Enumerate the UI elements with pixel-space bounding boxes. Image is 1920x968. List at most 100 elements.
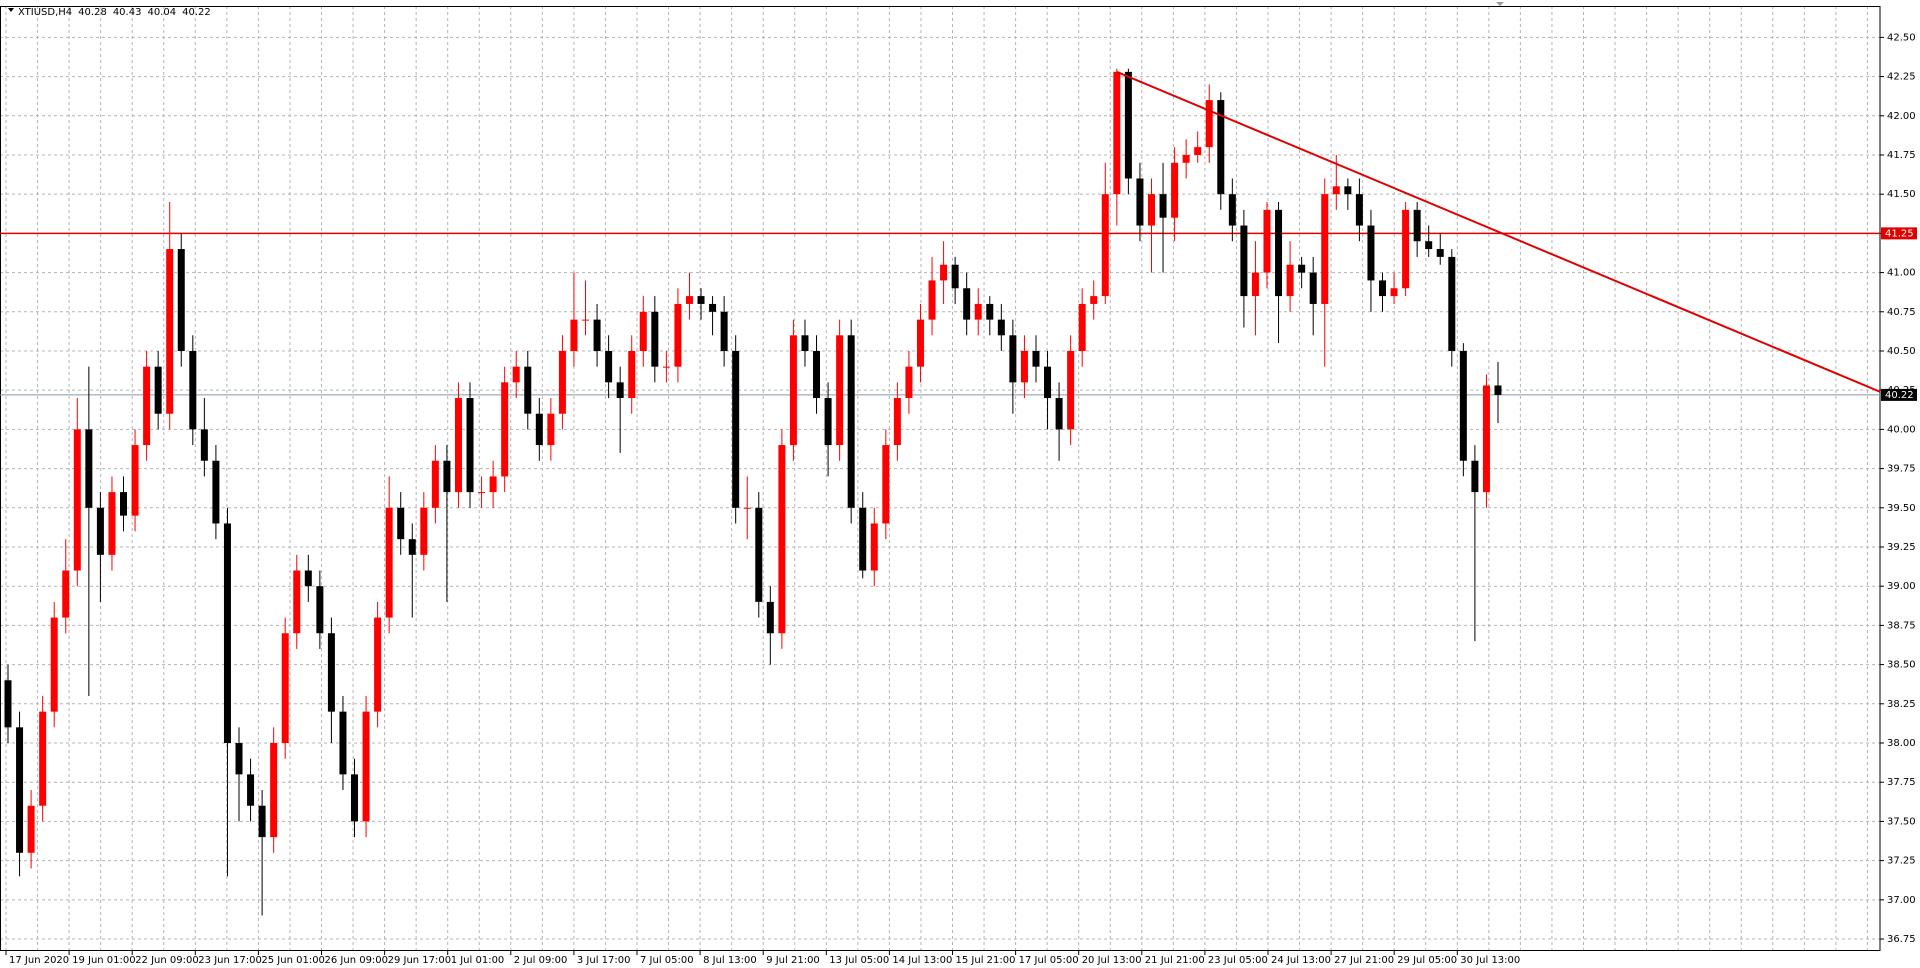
candle-body <box>605 350 613 383</box>
candle-body <box>200 429 208 461</box>
candle-body <box>293 570 301 634</box>
y-tick-label: 42.25 <box>1887 72 1916 83</box>
plot-frame <box>0 6 1881 951</box>
candle-body <box>420 507 428 555</box>
candle-body <box>189 350 197 430</box>
candle-body <box>928 280 936 320</box>
candle-body <box>524 366 532 414</box>
candle-body <box>1136 178 1144 226</box>
candle-body <box>1217 100 1225 195</box>
candle-body <box>1205 100 1213 148</box>
candle-body <box>720 311 728 351</box>
y-tick-label: 39.25 <box>1887 542 1916 553</box>
candle-body <box>143 366 151 446</box>
candle-body <box>1182 154 1190 163</box>
candle-body <box>1309 272 1317 304</box>
candle-body <box>1171 162 1179 218</box>
candle-body <box>1471 460 1479 493</box>
candle-body <box>709 303 717 312</box>
x-tick-label: 3 Jul 17:00 <box>577 955 631 966</box>
y-tick-label: 41.50 <box>1887 189 1916 200</box>
candle-body <box>1286 264 1294 297</box>
candle-body <box>327 633 335 712</box>
candle-body <box>73 429 81 571</box>
candle-body <box>351 774 359 822</box>
candle-body <box>847 335 855 508</box>
candle-body <box>1436 249 1444 257</box>
candle-body <box>166 249 174 414</box>
x-tick-label: 26 Jun 09:00 <box>325 955 389 966</box>
y-tick-label: 39.75 <box>1887 464 1916 475</box>
candle-body <box>1078 303 1086 351</box>
candle-body <box>1032 350 1040 367</box>
x-tick-label: 23 Jul 05:00 <box>1208 955 1268 966</box>
y-tick-label: 37.00 <box>1887 895 1916 906</box>
candle-body <box>1459 350 1467 461</box>
candle-body <box>1124 71 1132 179</box>
candle-body <box>801 335 809 351</box>
candle-body <box>870 523 878 571</box>
candle-body <box>1044 366 1052 399</box>
candle-body <box>1240 225 1248 297</box>
candle-body <box>974 303 982 320</box>
candle-body <box>905 366 913 399</box>
candle-body <box>685 296 693 304</box>
y-tick-label: 40.00 <box>1887 424 1916 435</box>
y-tick-label: 37.50 <box>1887 816 1916 827</box>
candle-body <box>339 711 347 775</box>
trendline <box>1116 70 1881 393</box>
header-arrow <box>8 8 14 12</box>
candle-body <box>1298 264 1306 273</box>
y-tick-label: 41.75 <box>1887 150 1916 161</box>
candle-body <box>813 350 821 399</box>
candle-body <box>120 492 128 516</box>
candle-body <box>1020 350 1028 383</box>
candle-body <box>1113 71 1121 195</box>
candle-body <box>489 476 497 493</box>
candle-body <box>997 319 1005 336</box>
candle-body <box>963 288 971 320</box>
x-tick-label: 25 Jun 01:00 <box>261 955 325 966</box>
candle-body <box>789 335 797 446</box>
candle-body <box>16 727 24 853</box>
candle-body <box>651 311 659 367</box>
candle-body <box>755 507 763 602</box>
candle-body <box>50 617 58 712</box>
candle-body <box>1067 350 1075 430</box>
candle-body <box>1390 288 1398 297</box>
y-tick-label: 37.75 <box>1887 777 1916 788</box>
current-price-label: 40.22 <box>1885 390 1914 401</box>
y-tick-label: 39.50 <box>1887 503 1916 514</box>
x-tick-label: 17 Jun 2020 <box>9 955 69 966</box>
candle-body <box>108 492 116 555</box>
x-tick-label: 20 Jul 13:00 <box>1082 955 1142 966</box>
x-tick-label: 7 Jul 05:00 <box>640 955 694 966</box>
candle-body <box>4 680 12 728</box>
header-symbol: XTIUSD,H4 <box>18 7 72 18</box>
candle-body <box>824 398 832 446</box>
candle-body <box>96 507 104 555</box>
header-ohlc: 40.22 <box>182 7 211 18</box>
candle-body <box>593 319 601 351</box>
candle-body <box>778 445 786 634</box>
candle-body <box>1263 209 1271 273</box>
candle-body <box>1332 186 1340 195</box>
x-tick-label: 13 Jul 05:00 <box>829 955 889 966</box>
x-tick-label: 1 Jul 01:00 <box>451 955 505 966</box>
candle-body <box>316 586 324 634</box>
candle-body <box>1090 296 1098 304</box>
y-tick-label: 42.00 <box>1887 111 1916 122</box>
candle-body <box>39 711 47 806</box>
candle-body <box>131 445 139 516</box>
candle-body <box>1482 385 1490 493</box>
x-tick-label: 29 Jun 17:00 <box>388 955 452 966</box>
shift-marker <box>1496 2 1504 6</box>
y-tick-label: 42.50 <box>1887 32 1916 43</box>
x-tick-label: 23 Jun 17:00 <box>198 955 262 966</box>
candle-body <box>1194 147 1202 155</box>
candle-body <box>385 507 393 618</box>
candle-body <box>154 366 162 414</box>
level-label-box <box>1881 227 1917 240</box>
